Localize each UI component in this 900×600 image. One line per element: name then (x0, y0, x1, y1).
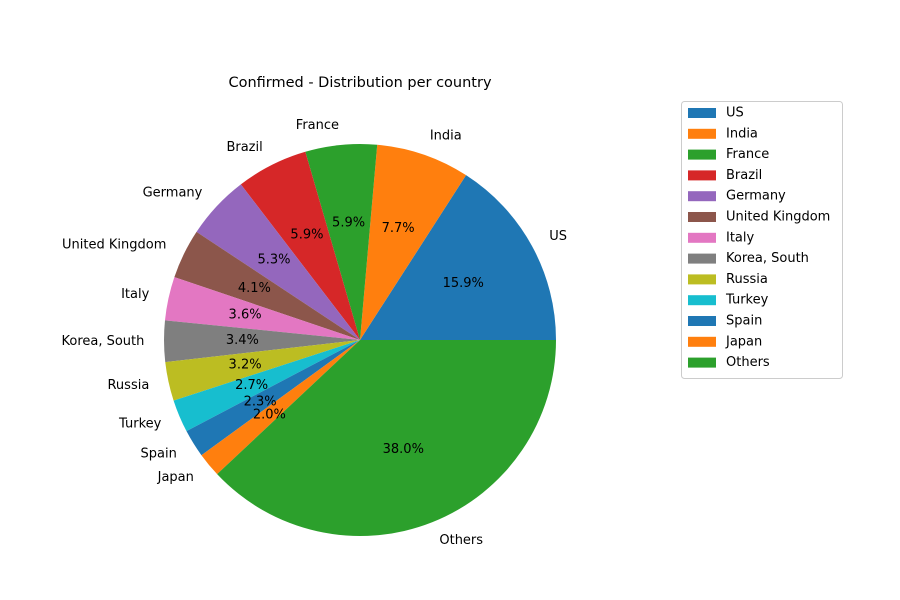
slice-label-russia: Russia (107, 378, 149, 393)
legend-swatch-france (688, 149, 716, 160)
percent-label-spain: 2.3% (244, 395, 277, 410)
pie-slice-united-kingdom (174, 231, 360, 340)
legend-swatch-germany (688, 191, 716, 202)
slice-label-us: US (549, 229, 567, 244)
pie-slice-turkey (173, 340, 360, 432)
percent-label-turkey: 2.7% (235, 378, 268, 393)
slice-labels: US India France Brazil Germany United Kingdom… (61, 118, 567, 548)
legend-swatch-brazil (688, 170, 716, 181)
legend-swatch-others (688, 357, 716, 368)
pie-slice-korea-south (163, 320, 360, 363)
legend-label-russia: Russia (726, 272, 768, 287)
percent-label-brazil: 5.9% (290, 228, 323, 243)
pie-slice-germany (196, 184, 360, 340)
percent-label-united-kingdom: 4.1% (238, 281, 271, 296)
slice-label-india: India (430, 129, 462, 144)
legend-swatch-turkey (688, 295, 716, 306)
legend-swatch-italy (688, 232, 716, 243)
legend-label-spain: Spain (726, 314, 762, 329)
slice-label-france: France (296, 118, 339, 133)
legend-swatch-japan (688, 336, 716, 347)
percent-label-france: 5.9% (332, 215, 365, 230)
legend-label-others: Others (726, 355, 770, 370)
legend-label-germany: Germany (726, 189, 786, 204)
legend: US India France Brazil Germany United Kingdom… (681, 101, 843, 379)
legend-label-korea-south: Korea, South (726, 251, 809, 266)
legend-label-turkey: Turkey (725, 293, 769, 308)
slice-label-brazil: Brazil (226, 140, 262, 155)
slice-label-japan: Japan (157, 470, 194, 485)
slice-label-italy: Italy (121, 287, 150, 302)
legend-items: US India France Brazil Germany United Kingdom… (688, 106, 830, 370)
percent-label-russia: 3.2% (229, 357, 262, 372)
pie-slice-india (360, 144, 467, 340)
legend-label-us: US (726, 106, 744, 121)
percent-label-italy: 3.6% (229, 308, 262, 323)
legend-swatch-russia (688, 274, 716, 285)
percent-label-korea-south: 3.4% (226, 333, 259, 348)
slice-label-turkey: Turkey (118, 416, 162, 431)
percent-label-germany: 5.3% (258, 252, 291, 267)
percent-labels: 15.9% 7.7% 5.9% 5.9% 5.3% 4.1% 3.6% 3.4% 3.2% 2.7… (226, 215, 484, 456)
pie-slices (163, 143, 557, 536)
slice-label-korea-south: Korea, South (61, 334, 144, 349)
slice-label-united-kingdom: United Kingdom (62, 238, 166, 253)
legend-label-brazil: Brazil (726, 168, 762, 183)
pie-slice-spain (186, 340, 360, 456)
pie-slice-brazil (240, 151, 360, 340)
pie-slice-france (305, 143, 378, 340)
legend-swatch-spain (688, 316, 716, 326)
pie-slice-russia (165, 340, 360, 401)
slice-label-germany: Germany (143, 185, 203, 200)
legend-swatch-united-kingdom (688, 212, 716, 222)
pie-slice-us (360, 175, 556, 340)
percent-label-others: 38.0% (383, 442, 424, 457)
legend-label-india: India (726, 126, 758, 141)
percent-label-japan: 2.0% (253, 407, 286, 422)
chart-title: Confirmed - Distribution per country (228, 75, 491, 91)
pie-slice-others (217, 340, 557, 536)
legend-frame (681, 101, 843, 379)
percent-label-india: 7.7% (382, 221, 415, 236)
legend-swatch-us (688, 108, 716, 118)
legend-label-united-kingdom: United Kingdom (726, 210, 830, 225)
legend-label-france: France (726, 147, 769, 162)
slice-label-others: Others (439, 533, 483, 548)
legend-label-japan: Japan (725, 334, 762, 349)
pie-slice-italy (164, 277, 360, 340)
legend-swatch-india (688, 128, 716, 139)
percent-label-us: 15.9% (443, 276, 484, 291)
slice-label-spain: Spain (141, 446, 177, 461)
legend-swatch-korea-south (688, 253, 716, 264)
legend-label-italy: Italy (726, 230, 755, 245)
pie-slice-japan (201, 340, 360, 475)
